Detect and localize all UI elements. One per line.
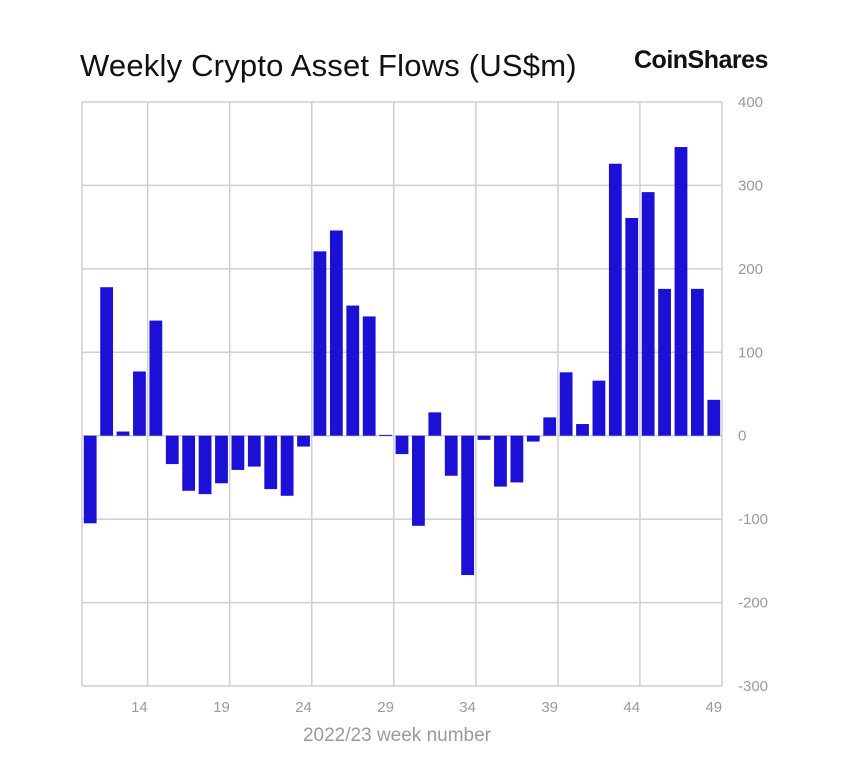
bar-week-19: [215, 435, 228, 484]
bar-week-13: [116, 431, 130, 436]
bar-week-46: [658, 288, 671, 436]
bar-week-48: [690, 288, 704, 436]
bar-week-40: [559, 372, 573, 436]
y-tick-label: 300: [738, 177, 763, 194]
x-tick-label: 19: [213, 699, 230, 716]
y-tick-label: 400: [738, 94, 763, 111]
bar-week-32: [428, 412, 442, 436]
bar-week-15: [149, 320, 163, 436]
bar-week-26: [329, 230, 343, 436]
x-tick-label: 14: [131, 699, 148, 716]
x-tick-label: 49: [705, 699, 722, 716]
bar-week-34: [461, 435, 475, 576]
bar-week-23: [280, 435, 294, 496]
x-tick-label: 39: [541, 699, 558, 716]
y-tick-label: -200: [738, 595, 768, 612]
bar-week-29: [379, 434, 392, 436]
bar-week-31: [412, 435, 425, 526]
y-tick-label: 0: [738, 428, 746, 445]
bar-week-17: [182, 435, 196, 491]
bar-week-33: [444, 435, 458, 476]
bar-week-47: [674, 147, 688, 436]
bars: [83, 147, 721, 576]
bar-week-35: [477, 435, 491, 440]
bar-week-39: [543, 417, 557, 436]
bar-week-21: [247, 435, 261, 467]
x-axis-label: 2022/23 week number: [303, 725, 492, 746]
chart-title: Weekly Crypto Asset Flows (US$m): [80, 48, 577, 83]
bar-week-24: [297, 435, 310, 447]
axes: 400 300 200 100 0 -100 -200 -300 14 19 24 29 34 39 44 4…: [131, 94, 768, 716]
coinshares-logo: CoinShares: [634, 46, 768, 74]
bar-week-11: [83, 435, 97, 524]
bar-week-41: [576, 424, 589, 436]
bar-week-18: [198, 435, 212, 495]
bar-week-27: [346, 305, 360, 436]
bar-week-37: [510, 435, 524, 483]
bar-week-14: [133, 371, 146, 436]
bar-week-36: [494, 435, 507, 487]
bar-week-49: [707, 399, 721, 436]
x-tick-label: 44: [623, 699, 640, 716]
bar-week-20: [231, 435, 245, 470]
y-tick-label: -100: [738, 511, 768, 528]
x-tick-label: 34: [459, 699, 476, 716]
x-tick-label: 24: [295, 699, 312, 716]
bar-week-25: [313, 251, 327, 436]
bar-week-30: [395, 435, 409, 455]
bar-week-42: [592, 380, 606, 436]
bar-week-44: [625, 217, 639, 436]
y-tick-label: 200: [738, 261, 763, 278]
bar-week-38: [526, 435, 540, 442]
bar-week-28: [362, 316, 376, 436]
bar-week-22: [264, 435, 278, 490]
y-tick-label: -300: [738, 678, 768, 695]
bar-week-16: [165, 435, 179, 465]
x-tick-label: 29: [377, 699, 394, 716]
bar-week-43: [608, 163, 622, 436]
bar-week-12: [100, 287, 114, 436]
y-tick-label: 100: [738, 344, 763, 361]
bar-week-45: [641, 192, 655, 436]
